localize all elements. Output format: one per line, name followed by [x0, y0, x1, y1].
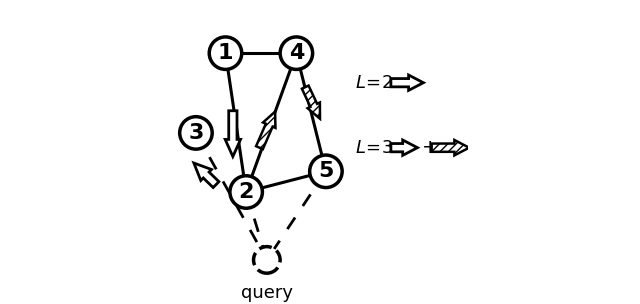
Text: 5: 5: [318, 161, 333, 181]
Text: query: query: [241, 284, 293, 302]
FancyArrow shape: [225, 111, 241, 157]
FancyArrow shape: [256, 112, 275, 149]
Text: $L\!=\!2$: $L\!=\!2$: [355, 74, 394, 92]
FancyArrow shape: [391, 140, 417, 155]
FancyArrow shape: [391, 75, 424, 90]
Circle shape: [253, 247, 280, 273]
Circle shape: [209, 37, 242, 69]
FancyArrow shape: [302, 85, 320, 119]
Circle shape: [230, 176, 262, 208]
Text: 2: 2: [239, 182, 254, 202]
Text: 1: 1: [218, 43, 233, 63]
FancyArrow shape: [431, 140, 469, 155]
Text: 4: 4: [289, 43, 304, 63]
Circle shape: [310, 155, 342, 188]
Text: $L\!=\!3$: $L\!=\!3$: [355, 139, 394, 157]
Text: $+$: $+$: [421, 138, 437, 157]
Circle shape: [280, 37, 312, 69]
FancyArrow shape: [194, 163, 219, 188]
Circle shape: [180, 117, 212, 149]
Text: 3: 3: [188, 123, 204, 143]
